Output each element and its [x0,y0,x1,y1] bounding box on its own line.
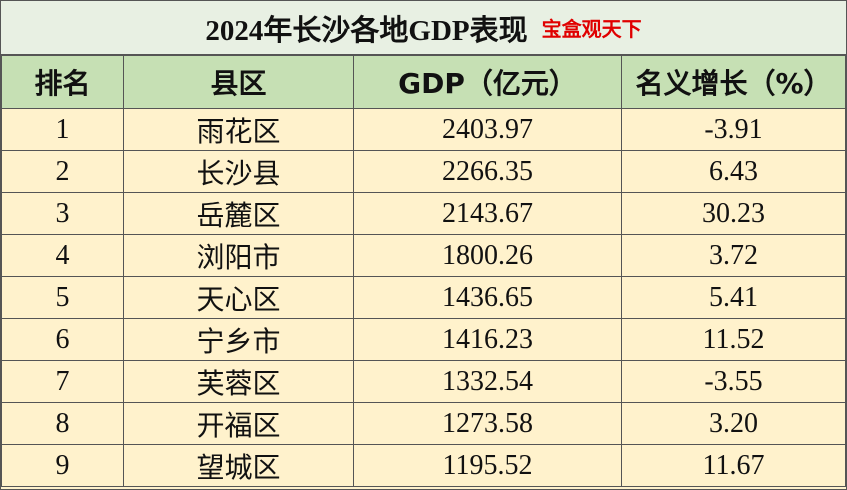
table-cell: 11.67 [621,444,846,487]
table-cell: 3 [1,192,124,235]
table-cell: 5 [1,276,124,319]
table-cell: 2266.35 [353,150,622,193]
table-row: 8 开福区 1273.58 3.20 [1,402,846,445]
header-cell: 名义增长（%） [621,55,846,109]
table-cell: 天心区 [123,276,354,319]
table-cell: 2403.97 [353,108,622,151]
header-cell: 县区 [123,55,354,109]
table-body: 1 雨花区 2403.97 -3.91 2 长沙县 2266.35 6.43 3 岳麓区 2143.… [1,108,846,487]
table-cell: 岳麓区 [123,192,354,235]
table-cell: 30.23 [621,192,846,235]
table-cell: 1332.54 [353,360,622,403]
table-cell: 雨花区 [123,108,354,151]
table-cell: 8 [1,402,124,445]
title-bar: 2024年长沙各地GDP表现 宝盒观天下 [1,1,846,55]
table-cell: 4 [1,234,124,277]
table-row: 6 宁乡市 1416.23 11.52 [1,318,846,361]
table-row: 9 望城区 1195.52 11.67 [1,444,846,487]
table-cell: 长沙县 [123,150,354,193]
table-cell: 6.43 [621,150,846,193]
data-table: 排名 县区 GDP（亿元） 名义增长（%） 1 雨花区 2403.97 -3.91 2 长沙县 2… [1,55,846,487]
table-cell: 宁乡市 [123,318,354,361]
title: 2024年长沙各地GDP表现 [205,14,528,47]
table-cell: 11.52 [621,318,846,361]
table-cell: 3.72 [621,234,846,277]
table-cell: 浏阳市 [123,234,354,277]
table-cell: 2143.67 [353,192,622,235]
watermark: 宝盒观天下 [541,19,642,41]
table-cell: 6 [1,318,124,361]
table-row: 7 芙蓉区 1332.54 -3.55 [1,360,846,403]
header-row: 排名 县区 GDP（亿元） 名义增长（%） [1,55,846,109]
table-cell: 望城区 [123,444,354,487]
table-cell: 1273.58 [353,402,622,445]
table-row: 3 岳麓区 2143.67 30.23 [1,192,846,235]
table-cell: 1416.23 [353,318,622,361]
table-cell: 开福区 [123,402,354,445]
table-cell: -3.91 [621,108,846,151]
table-cell: 5.41 [621,276,846,319]
table-row: 2 长沙县 2266.35 6.43 [1,150,846,193]
table-cell: 7 [1,360,124,403]
table-cell: 9 [1,444,124,487]
table-cell: 1195.52 [353,444,622,487]
table-row: 5 天心区 1436.65 5.41 [1,276,846,319]
table-cell: 1436.65 [353,276,622,319]
table-cell: 2 [1,150,124,193]
table-row: 4 浏阳市 1800.26 3.72 [1,234,846,277]
table-cell: 芙蓉区 [123,360,354,403]
table-cell: 1 [1,108,124,151]
table-cell: 3.20 [621,402,846,445]
header-cell: GDP（亿元） [353,55,622,109]
table-cell: -3.55 [621,360,846,403]
header-cell: 排名 [1,55,124,109]
table-row: 1 雨花区 2403.97 -3.91 [1,108,846,151]
table-cell: 1800.26 [353,234,622,277]
